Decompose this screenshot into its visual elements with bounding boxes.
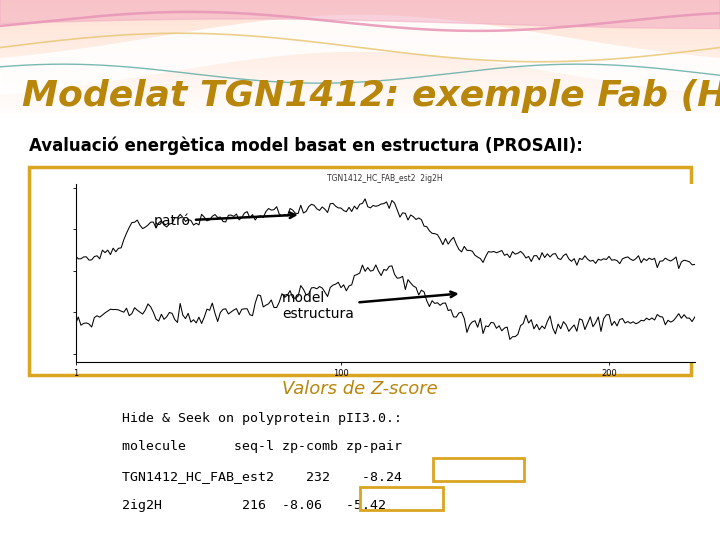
Title: TGN1412_HC_FAB_est2  2ig2H: TGN1412_HC_FAB_est2 2ig2H [328,174,443,183]
Text: Valors de Z-score: Valors de Z-score [282,380,438,398]
Text: TGN1412_HC_FAB_est2    232    -8.24: TGN1412_HC_FAB_est2 232 -8.24 [122,470,402,483]
Text: patró: patró [153,212,295,228]
Text: 2ig2H          216  -8.06   -5.42: 2ig2H 216 -8.06 -5.42 [122,499,387,512]
Text: Hide & Seek on polyprotein pII3.0.:: Hide & Seek on polyprotein pII3.0.: [122,413,402,426]
Text: Modelat TGN1412: exemple Fab (HC): Modelat TGN1412: exemple Fab (HC) [22,79,720,113]
Text: model
estructura: model estructura [282,291,456,321]
Text: Avaluació energètica model basat en estructura (PROSAII):: Avaluació energètica model basat en estr… [29,137,582,155]
Text: molecule      seq-l zp-comb zp-pair: molecule seq-l zp-comb zp-pair [122,441,402,454]
